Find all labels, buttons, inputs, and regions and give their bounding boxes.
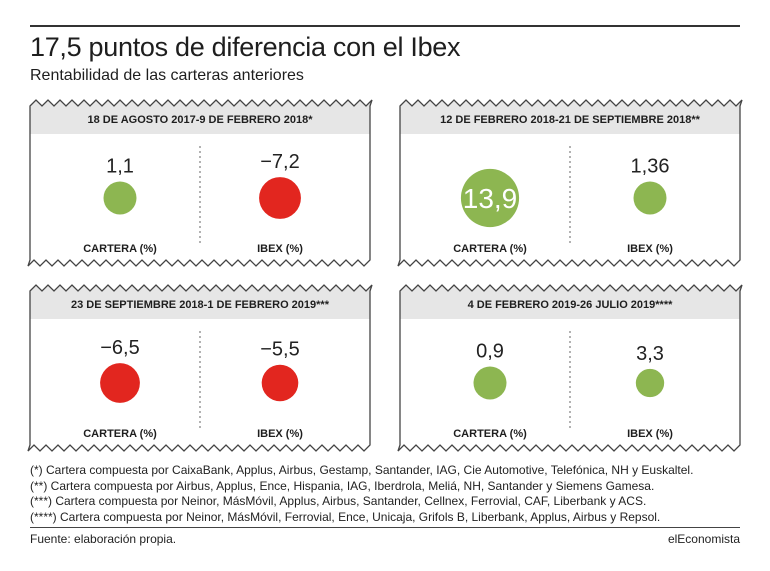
panel-graphic: 13,9 1,36 [397,99,743,267]
bubble-mark [460,168,520,228]
category-label: CARTERA (%) [453,428,527,440]
bubble-mark [633,181,667,215]
chart-panel: −6,5 −5,5 CARTERA (%) IBEX (%) 23 DE SEPTIEM… [27,283,373,453]
data-label: 1,36 [631,156,670,178]
data-label: −6,5 [100,337,139,359]
bottom-rule [30,527,740,528]
category-label: CARTERA (%) [453,243,527,255]
bubble-mark [473,366,507,400]
top-rule [30,25,740,27]
chart-panel: 13,9 1,36 CARTERA (%) IBEX (%) 12 DE FEBRERO… [397,98,743,268]
bubble-mark [261,364,299,402]
bubble-mark [635,368,665,398]
chart-panel: 1,1 −7,2 CARTERA (%) IBEX (%) 18 DE AGOSTO 2… [27,98,373,268]
panel-graphic: −6,5 −5,5 [27,284,373,452]
data-label: −5,5 [260,339,299,361]
category-label: IBEX (%) [627,243,673,255]
data-label: 1,1 [106,156,134,178]
footnote: (*) Cartera compuesta por CaixaBank, App… [30,463,694,477]
category-label: CARTERA (%) [83,243,157,255]
data-label: −7,2 [260,151,299,173]
brand-name: elEconomista [667,532,740,546]
category-label: IBEX (%) [257,428,303,440]
chart-panel: 0,9 3,3 CARTERA (%) IBEX (%) 4 DE FEBRERO 20… [397,283,743,453]
category-label: IBEX (%) [257,243,303,255]
footnote: (****) Cartera compuesta por Neinor, Más… [30,509,661,524]
data-label: 13,9 [463,183,518,214]
bubble-mark [100,363,140,403]
panel-graphic: 0,9 3,3 [397,284,743,452]
chart-title: 17,5 puntos de diferencia con el Ibex [30,32,461,62]
category-label: CARTERA (%) [83,428,157,440]
period-header: 4 DE FEBRERO 2019-26 JULIO 2019**** [467,299,673,311]
footnotes: (*) Cartera compuesta por CaixaBank, App… [30,463,693,525]
category-label: IBEX (%) [627,428,673,440]
footnote: (***) Cartera compuesta por Neinor, MásM… [30,494,647,508]
period-header: 18 DE AGOSTO 2017-9 DE FEBRERO 2018* [87,114,313,126]
bubble-mark [103,181,137,215]
footnote: (**) Cartera compuesta por Airbus, Applu… [30,478,655,493]
chart-subtitle: Rentabilidad de las carteras anteriores [30,67,304,84]
data-label: 0,9 [476,341,504,363]
data-label: 3,3 [636,343,664,365]
period-header: 23 DE SEPTIEMBRE 2018-1 DE FEBRERO 2019*… [71,299,329,311]
source-text: Fuente: elaboración propia. [30,532,177,546]
period-header: 12 DE FEBRERO 2018-21 DE SEPTIEMBRE 2018… [440,114,700,126]
panel-graphic: 1,1 −7,2 [27,99,373,267]
bubble-mark [259,177,301,219]
